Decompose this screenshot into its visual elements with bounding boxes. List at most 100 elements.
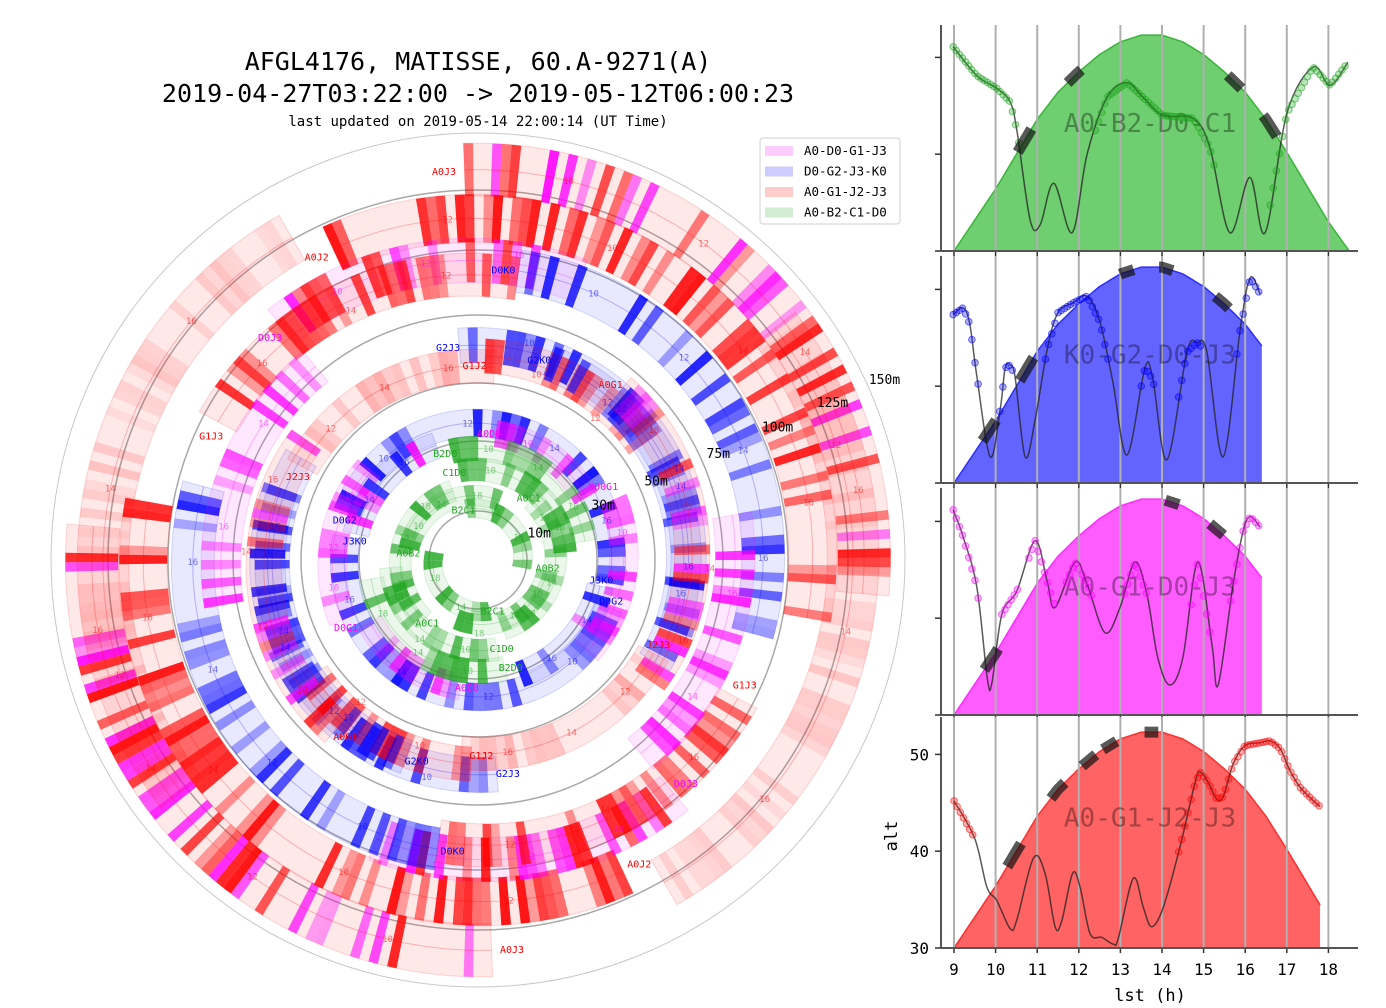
band-stripe [512, 540, 533, 554]
band-stripe [78, 526, 131, 540]
data-point [961, 310, 970, 318]
band-stripe [716, 423, 759, 450]
band-stripe [415, 256, 433, 301]
y-tick-label: 30 [910, 939, 929, 958]
band-stripe [454, 822, 466, 866]
data-point [1040, 568, 1049, 577]
chart-date-range: 2019-04-27T03:22:00 -> 2019-05-12T06:00:… [162, 79, 794, 108]
band-stripe [562, 501, 589, 521]
data-point [1272, 166, 1281, 175]
band-stripe [783, 489, 833, 507]
data-point [1139, 580, 1148, 589]
band-stripe [679, 837, 718, 885]
band-stripe [457, 657, 470, 684]
band-stripe [657, 458, 694, 482]
data-point [1266, 201, 1274, 209]
band-stripe [719, 431, 763, 458]
data-point [965, 825, 974, 833]
data-point [1094, 315, 1103, 324]
hour-label: 14 [379, 384, 390, 394]
band-stripe [605, 513, 635, 530]
baseline-label: G1J2 [463, 361, 487, 372]
hour-label: 12 [616, 405, 627, 415]
hour-label: 16 [683, 562, 694, 572]
band-stripe [827, 563, 879, 575]
baseline-label: G2K0 [405, 757, 429, 768]
band-stripe [449, 635, 464, 660]
band-stripe [548, 868, 569, 918]
band-stripe [746, 373, 792, 406]
band-stripe [299, 779, 332, 821]
baseline-label: G2J3 [436, 343, 460, 354]
data-point [958, 531, 967, 539]
band-stripe [600, 387, 631, 420]
band-stripe [837, 548, 891, 558]
hour-label: 12 [682, 503, 693, 513]
band-stripe [416, 671, 435, 701]
band-stripe [607, 393, 638, 425]
band-stripe [479, 736, 490, 771]
band-stripe [738, 587, 783, 602]
band-stripe [658, 851, 694, 900]
band-stripe [524, 251, 541, 296]
band-stripe [127, 752, 177, 789]
hour-label: 10 [297, 686, 308, 696]
band-stripe [652, 635, 689, 658]
band-stripe [96, 700, 149, 730]
band-stripe [452, 609, 467, 633]
band-stripe [122, 507, 172, 523]
data-point [1177, 835, 1186, 844]
hour-label: 10 [421, 773, 432, 783]
band-stripe [422, 624, 442, 650]
hour-label: 12 [329, 707, 340, 717]
band-stripe [462, 836, 473, 882]
band-stripe [396, 259, 416, 304]
band-stripe [231, 720, 271, 755]
observation-mark [1100, 736, 1120, 755]
baseline-label: G1J3 [733, 680, 757, 691]
data-point [1094, 117, 1103, 126]
data-point [1043, 578, 1052, 587]
hour-label: 14 [278, 627, 289, 637]
band-stripe [130, 354, 180, 388]
hour-label: 14 [105, 485, 116, 495]
legend-entry: A0-B2-C1-D0 [804, 205, 887, 220]
hour-label: 16 [803, 498, 814, 508]
track-centerline [466, 507, 524, 568]
hour-label: 12 [698, 239, 709, 249]
data-point [1133, 563, 1141, 572]
band-stripe [692, 648, 733, 672]
band-stripe [350, 805, 376, 849]
x-tick-label: 9 [949, 960, 959, 979]
uv-track-B2C1 [423, 550, 493, 622]
hour-label: 10 [462, 667, 473, 677]
band-stripe [498, 876, 512, 926]
band-stripe [405, 822, 424, 867]
x-tick-label: 10 [986, 960, 1005, 979]
band-stripe [388, 431, 412, 460]
band-stripe [495, 735, 509, 770]
band-stripe [692, 827, 733, 873]
uv-track-D0K0 [170, 480, 441, 871]
data-point [1034, 547, 1043, 556]
data-point [1008, 366, 1017, 374]
band-stripe [313, 841, 343, 889]
hour-label: 12 [483, 693, 494, 703]
band-stripe [496, 508, 515, 530]
band-stripe [661, 484, 698, 505]
hour-label: 14 [414, 635, 425, 645]
data-point [1120, 589, 1129, 598]
band-stripe [138, 748, 187, 785]
data-point [1254, 288, 1263, 296]
hour-label: 10 [531, 371, 542, 381]
band-stripe [796, 364, 848, 397]
band-stripe [487, 736, 499, 771]
band-stripe [517, 447, 537, 474]
band-stripe [202, 265, 244, 310]
baseline-label: J3K0 [589, 576, 613, 587]
band-stripe [214, 775, 256, 816]
band-stripe [428, 649, 447, 677]
band-stripe [639, 786, 673, 828]
band-stripe [491, 239, 504, 284]
band-stripe [764, 327, 813, 365]
